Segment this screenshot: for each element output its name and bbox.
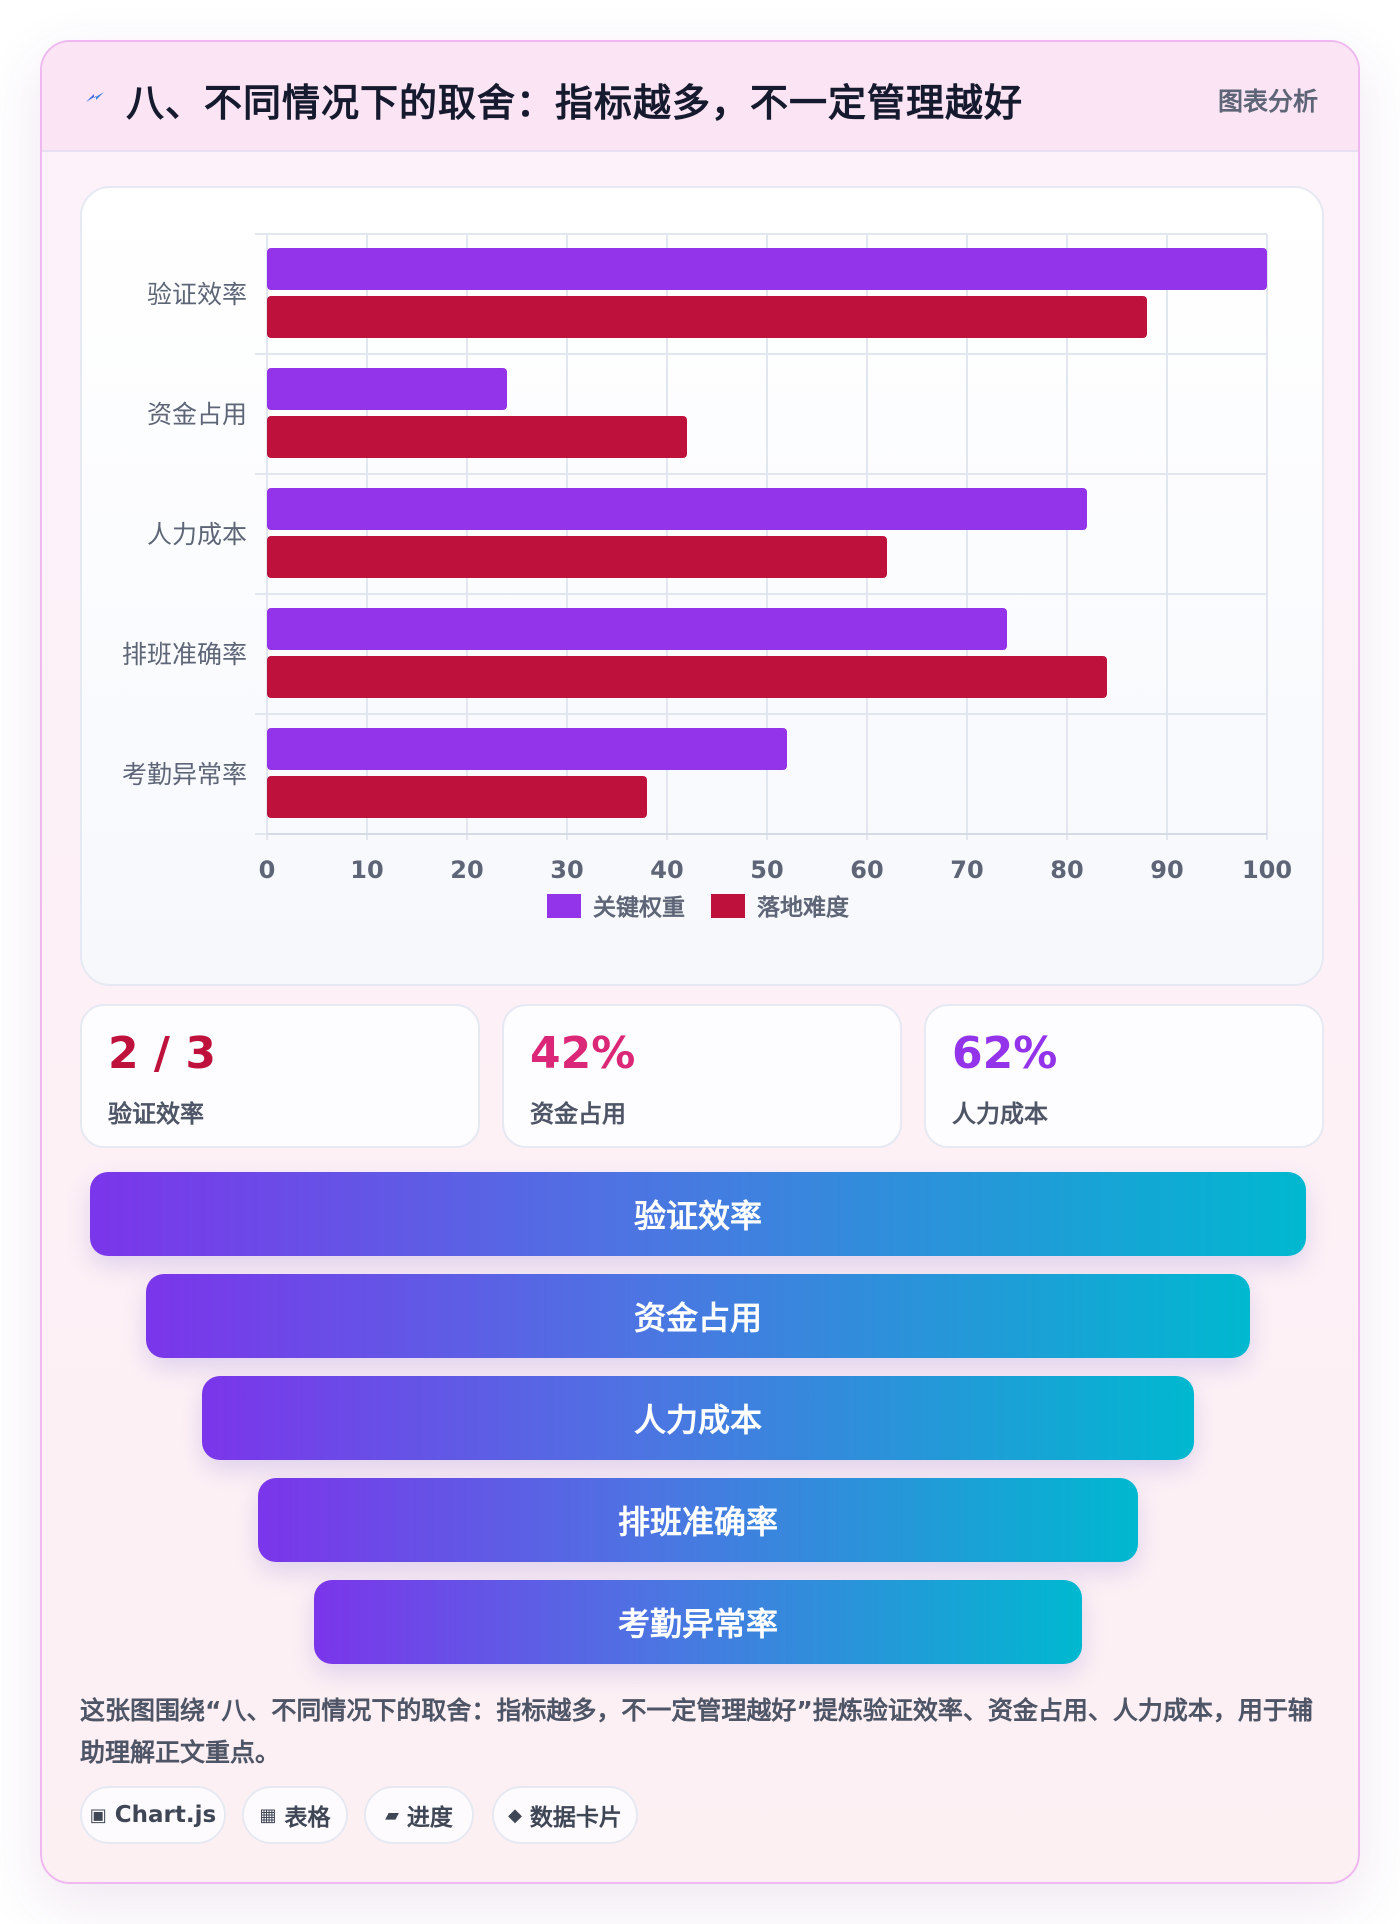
legend-swatch: [711, 894, 745, 918]
pill-chartjs[interactable]: ▣ Chart.js: [80, 1786, 226, 1844]
category-label: 人力成本: [147, 520, 247, 549]
tick-label: 50: [750, 856, 783, 884]
bar-difficulty: [267, 416, 687, 458]
legend-label: 落地难度: [757, 894, 850, 921]
funnel-step-2: 资金占用: [146, 1274, 1250, 1358]
bar-difficulty: [267, 776, 647, 818]
tick-label: 10: [350, 856, 383, 884]
lightning-icon: [86, 92, 104, 102]
tick-label: 70: [950, 856, 983, 884]
tick-label: 100: [1242, 856, 1292, 884]
pill-label: 进度: [406, 1805, 453, 1831]
chart-analysis-tag: 图表分析: [1217, 87, 1318, 116]
pill-label: 表格: [284, 1805, 331, 1831]
bar-difficulty: [267, 536, 887, 578]
tick-label: 40: [650, 856, 683, 884]
chart-card: 八、不同情况下的取舍：指标越多，不一定管理越好 图表分析 验证效率 资金占用 人力成…: [40, 40, 1360, 1884]
bar-weight: [267, 488, 1087, 530]
category-label: 排班准确率: [122, 640, 247, 669]
bar-difficulty: [267, 656, 1107, 698]
pill-label: Chart.js: [114, 1802, 217, 1828]
category-label: 考勤异常率: [122, 760, 247, 789]
category-label: 验证效率: [147, 280, 247, 309]
category-label: 资金占用: [147, 400, 247, 429]
stat-value: 62%: [952, 1028, 1058, 1079]
stat-value: 2 / 3: [108, 1028, 216, 1079]
bar-weight: [267, 728, 787, 770]
funnel-step-5: 考勤异常率: [314, 1580, 1082, 1664]
chart-panel: 验证效率资金占用人力成本排班准确率考勤异常率 0 10 20 30 40 50 60 70 80 9…: [80, 186, 1324, 986]
pill-progress[interactable]: ▰ 进度: [364, 1786, 474, 1844]
stat-label: 人力成本: [952, 1100, 1048, 1128]
progress-icon: ▰: [385, 1804, 399, 1826]
bar-weight: [267, 248, 1267, 290]
chart-icon: ▣: [89, 1804, 107, 1826]
stat-card-3: 62% 人力成本: [924, 1004, 1324, 1148]
stat-card-2: 42% 资金占用: [502, 1004, 902, 1148]
card-header: 八、不同情况下的取舍：指标越多，不一定管理越好 图表分析: [42, 42, 1358, 152]
stat-value: 42%: [530, 1028, 636, 1079]
stat-label: 资金占用: [530, 1100, 626, 1128]
funnel-step-3: 人力成本: [202, 1376, 1194, 1460]
funnel-step-1: 验证效率: [90, 1172, 1306, 1256]
legend-label: 关键权重: [593, 894, 685, 921]
bar-weight: [267, 368, 507, 410]
stat-label: 验证效率: [108, 1100, 204, 1128]
tick-label: 80: [1050, 856, 1083, 884]
tick-label: 20: [450, 856, 483, 884]
tick-label: 30: [550, 856, 583, 884]
legend-swatch: [547, 894, 581, 918]
bar-difficulty: [267, 296, 1147, 338]
table-icon: ▦: [259, 1804, 277, 1826]
pill-table[interactable]: ▦ 表格: [242, 1786, 348, 1844]
stat-card-1: 2 / 3 验证效率: [80, 1004, 480, 1148]
funnel-step-4: 排班准确率: [258, 1478, 1138, 1562]
pill-label: 数据卡片: [529, 1805, 622, 1831]
tick-label: 90: [1150, 856, 1183, 884]
tick-label: 0: [259, 856, 276, 884]
chart-description: 这张图围绕“八、不同情况下的取舍：指标越多，不一定管理越好”提炼验证效率、资金占…: [80, 1696, 1313, 1767]
tick-label: 60: [850, 856, 883, 884]
page-title: 八、不同情况下的取舍：指标越多，不一定管理越好: [126, 81, 1024, 125]
bar-weight: [267, 608, 1007, 650]
data-card-icon: ◆: [508, 1804, 522, 1826]
pill-data-card[interactable]: ◆ 数据卡片: [492, 1786, 638, 1844]
